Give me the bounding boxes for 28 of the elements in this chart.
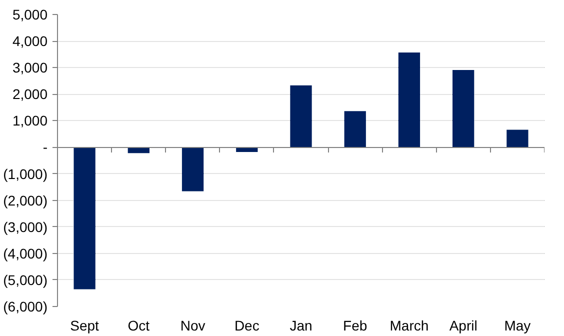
bar (398, 52, 420, 148)
bar (290, 85, 312, 148)
y-tick-label: (4,000) (3, 245, 48, 262)
y-tick-label: (2,000) (3, 192, 48, 208)
x-tick-label: Sept (70, 318, 100, 334)
y-tick-label: (6,000) (3, 298, 48, 314)
x-tick-label: Dec (234, 318, 260, 334)
y-tick-label: 1,000 (12, 112, 48, 129)
bar (452, 70, 474, 148)
bar (74, 147, 96, 290)
y-tick-label: 2,000 (12, 86, 48, 102)
y-tick-label: (5,000) (3, 272, 48, 288)
x-tick-label: Jan (290, 318, 312, 334)
x-tick-label: April (449, 318, 478, 334)
y-tick-label: - (42, 139, 48, 156)
y-tick-label: (3,000) (3, 218, 48, 235)
bar (344, 111, 366, 148)
x-tick-label: Oct (128, 318, 150, 334)
y-tick-label: 3,000 (12, 60, 48, 76)
x-tick-label: Nov (180, 318, 206, 334)
bar (506, 130, 528, 148)
y-tick-label: 4,000 (12, 33, 48, 50)
x-tick-label: March (390, 318, 429, 334)
x-tick-label: May (504, 318, 531, 334)
y-tick-label: 5,000 (12, 6, 48, 22)
bar (182, 147, 204, 192)
y-tick-label: (1,000) (3, 166, 48, 182)
x-tick-label: Feb (343, 318, 368, 334)
